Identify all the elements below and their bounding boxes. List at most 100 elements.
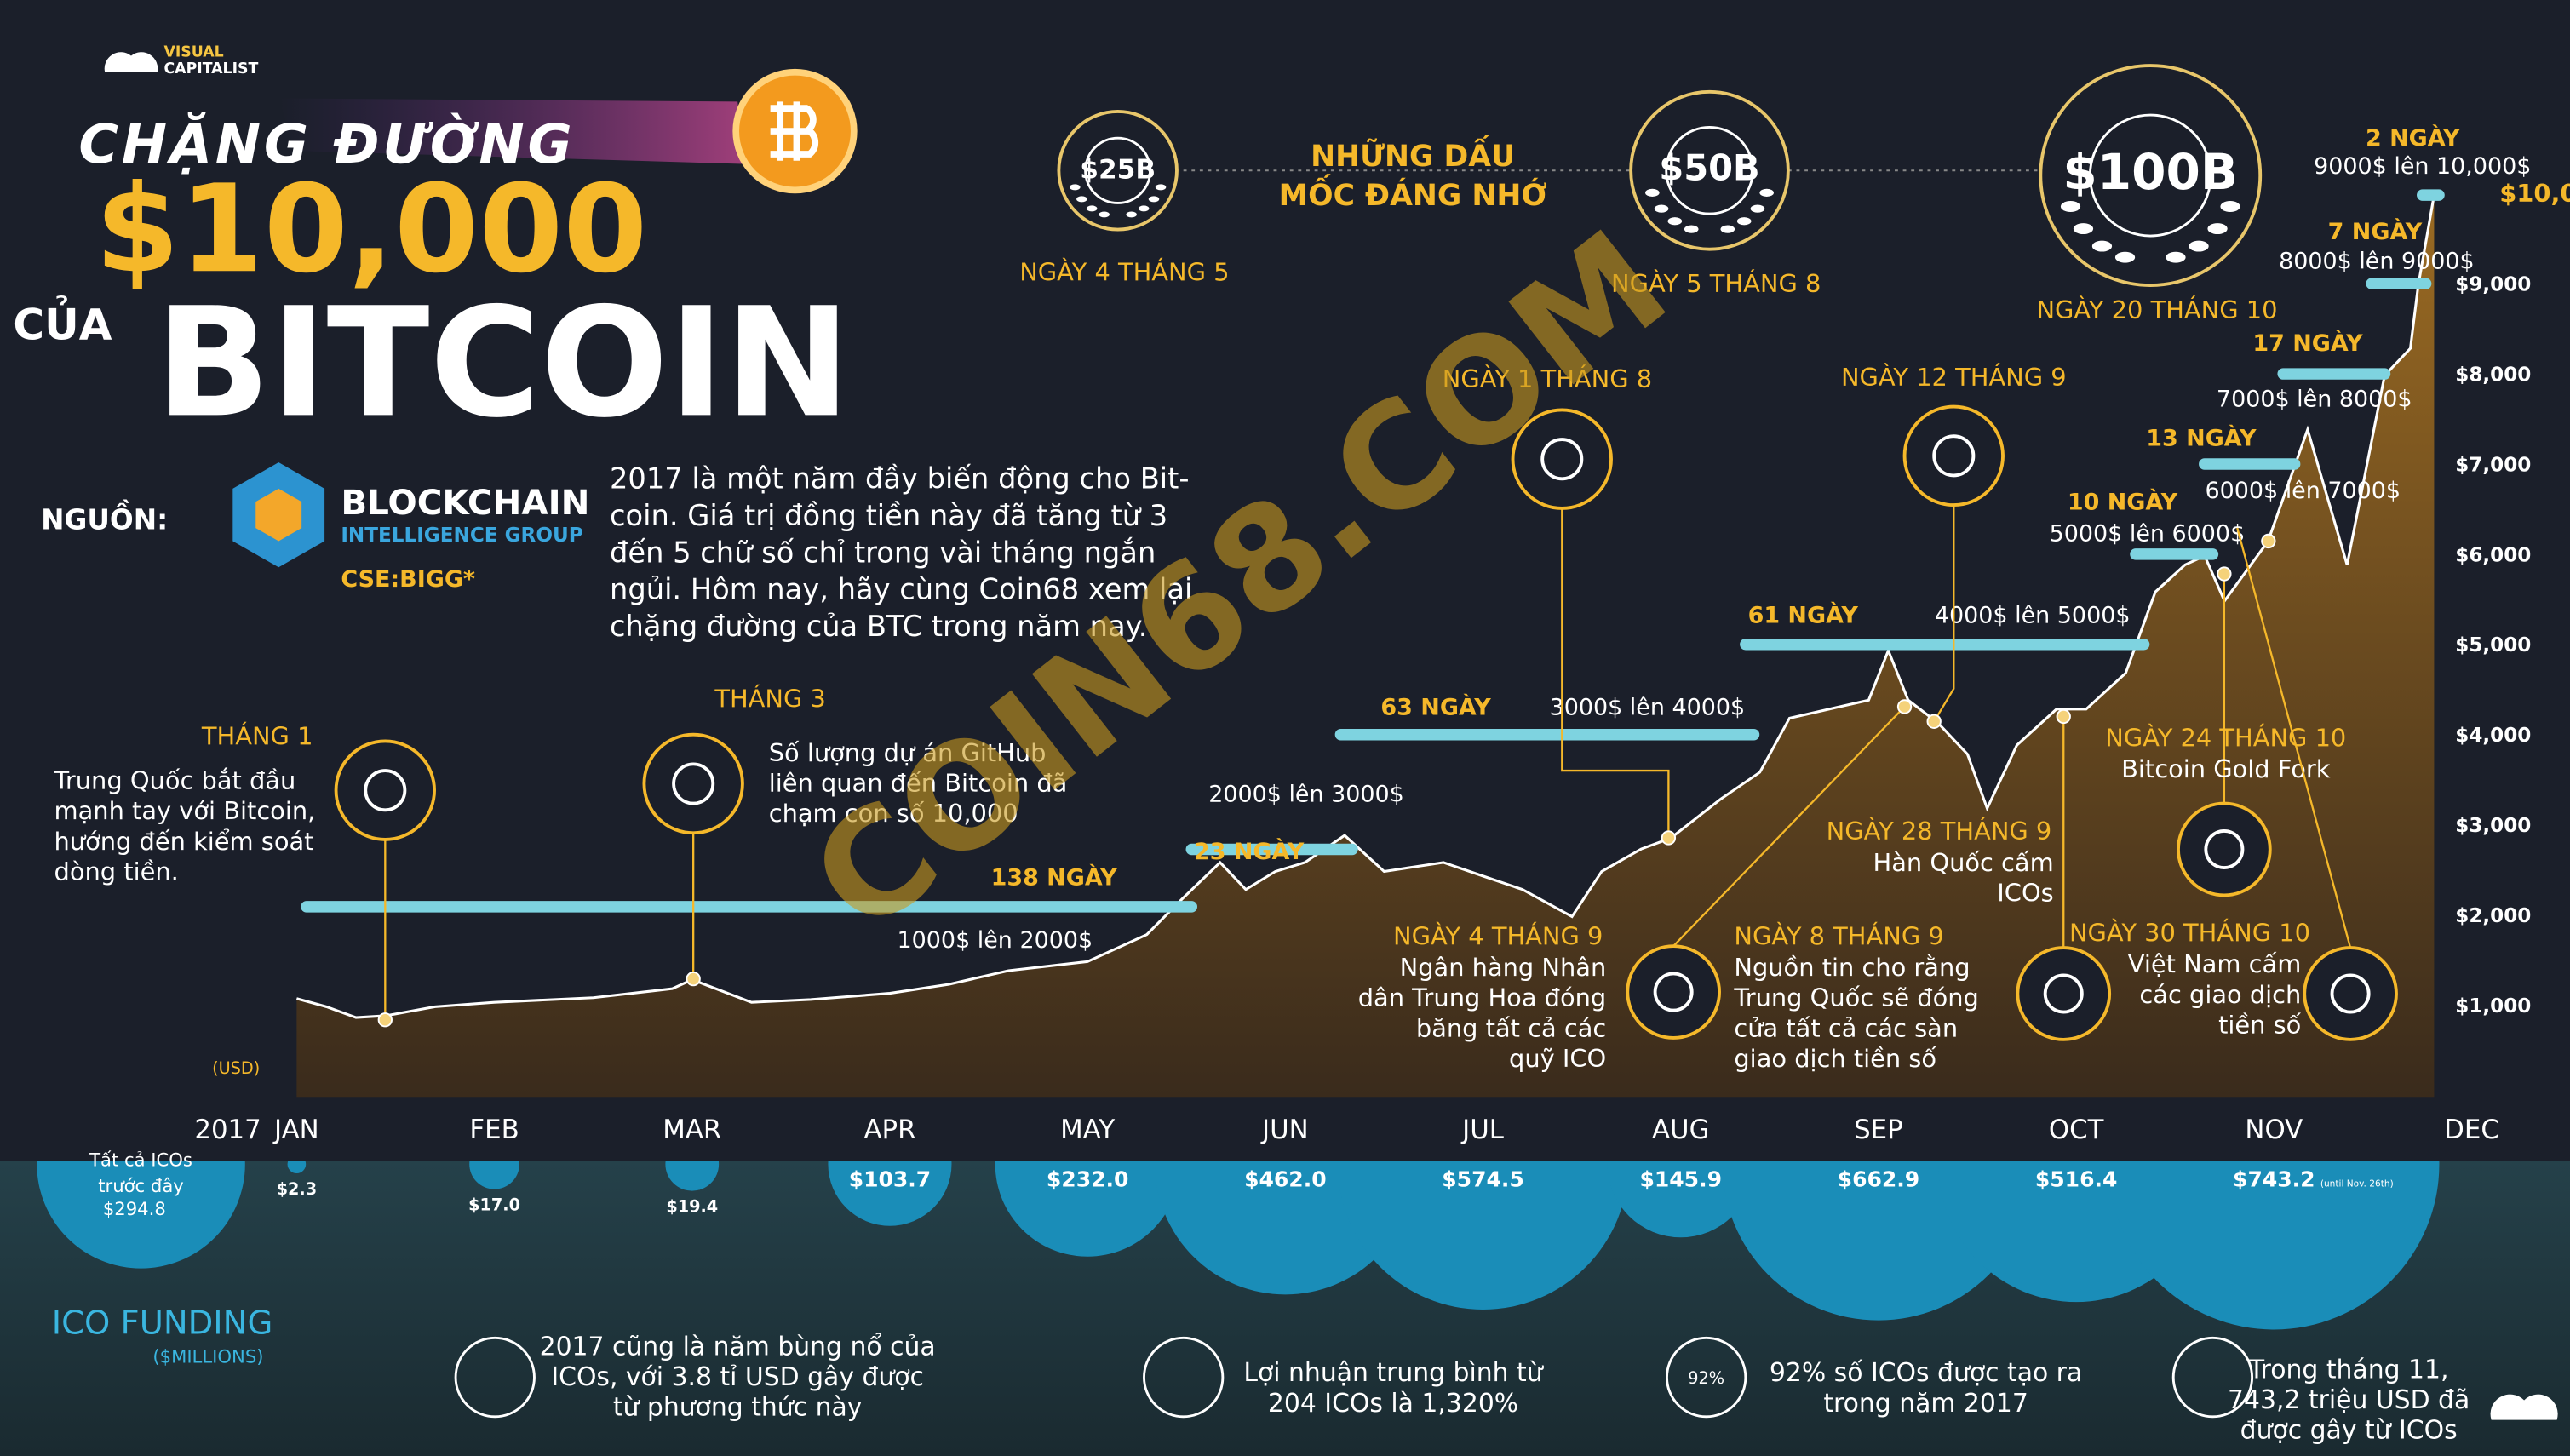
laurel-leaf [1750, 204, 1765, 213]
ico-bubble [1337, 1161, 1629, 1310]
event-icon [642, 732, 744, 835]
event-text: Bitcoin Gold Fork [2121, 754, 2331, 783]
event-connector [1561, 507, 1670, 839]
event-icon-glyph [1653, 972, 1694, 1012]
event-icon-glyph [672, 762, 715, 805]
ico-value-label: $574.5 [1442, 1167, 1524, 1191]
year-label: 2017 [194, 1115, 261, 1145]
fact-text: ICOs, với 3.8 tỉ USD gây được [551, 1362, 924, 1392]
intro-text: 2017 là một năm đầy biến động cho Bit- [610, 462, 1190, 496]
event-icon-glyph [2043, 973, 2084, 1014]
laurel-leaf [2091, 240, 2113, 252]
streak-range: 5000$ lên 6000$ [2050, 520, 2246, 547]
x-tick-label: AUG [1652, 1115, 1709, 1145]
ico-prior-label: Tất cả ICOs [89, 1149, 192, 1170]
laurel-leaf [1667, 217, 1683, 226]
y-tick-label: $2,000 [2455, 905, 2531, 927]
streak-days: 17 NGÀY [2252, 330, 2363, 357]
event-text: Số lượng dự án GitHub [769, 738, 1047, 767]
fact-icon [454, 1336, 536, 1419]
x-tick-label: FEB [469, 1115, 519, 1145]
event-text: Hàn Quốc cấm [1873, 848, 2054, 877]
laurel-leaf [1148, 196, 1160, 203]
event-icon [1626, 944, 1721, 1040]
event-text: quỹ ICO [1509, 1044, 1606, 1073]
y-tick-label: $3,000 [2455, 815, 2531, 837]
event-text: cửa tất cả các sàn [1734, 1013, 1958, 1042]
event-text: hướng đến kiểm soát [54, 827, 314, 856]
event-text: liên quan đến Bitcoin đã [769, 768, 1068, 797]
laurel-leaf [1070, 184, 1081, 191]
ico-bubble [2108, 1161, 2440, 1330]
brand: CAPITALIST [163, 60, 258, 77]
fact-text: Trong tháng 11, [2248, 1355, 2449, 1384]
ico-value-label: $743.2 [2233, 1167, 2315, 1191]
event-icon-glyph [1932, 434, 1976, 478]
fact-icon [2171, 1336, 2254, 1419]
streak-range: 4000$ lên 5000$ [1935, 603, 2131, 629]
laurel-leaf [2207, 223, 2228, 235]
brand-logo [104, 52, 158, 72]
event-icon [2016, 946, 2112, 1041]
title: CỦA [13, 295, 112, 350]
streak-days: 7 NGÀY [2328, 218, 2423, 245]
event-icon-glyph [2204, 829, 2245, 869]
laurel-leaf [2220, 201, 2240, 212]
event-text: các giao dịch [2139, 980, 2301, 1009]
event-text: Trung Quốc sẽ đóng [1733, 983, 1979, 1012]
streak-range: 7000$ lên 8000$ [2217, 386, 2412, 412]
event-icon [2177, 801, 2272, 897]
event-text: Nguồn tin cho rằng [1734, 953, 1970, 982]
fact-text: trong năm 2017 [1823, 1389, 2028, 1419]
event-text: tiền số [2218, 1010, 2302, 1039]
event-dot [2217, 566, 2232, 582]
event-text: dòng tiền. [54, 857, 179, 886]
milestone-ring [2039, 64, 2263, 287]
milestone-ring [1629, 89, 1790, 251]
streak-days: 138 NGÀY [991, 864, 1117, 891]
y-tick-label: $8,000 [2455, 364, 2531, 386]
brand-logo [2490, 1394, 2558, 1420]
unit-label: (USD) [212, 1058, 260, 1078]
event-dot [686, 971, 701, 987]
fact-badge: 92% [1688, 1368, 1724, 1388]
event-text: Ngân hàng Nhân [1400, 953, 1607, 982]
y-tick-label: $7,000 [2455, 454, 2531, 476]
ico-bubble [995, 1161, 1180, 1257]
event-text: Trung Quốc bắt đầu [54, 766, 296, 795]
fact-text: 204 ICOs là 1,320% [1268, 1389, 1518, 1419]
laurel-leaf [2060, 201, 2081, 212]
x-tick-label: OCT [2049, 1115, 2104, 1145]
milestone-date: NGÀY 20 THÁNG 10 [2036, 295, 2277, 324]
laurel-leaf [1086, 205, 1098, 212]
milestones-title: MỐC ĐÁNG NHỚ [1279, 173, 1547, 213]
bitcoin-glyph [770, 101, 819, 161]
x-tick-label: APR [863, 1115, 915, 1145]
streak-days: 2 NGÀY [2366, 124, 2460, 152]
ico-bubble [1607, 1161, 1754, 1238]
ico-value-label: $145.9 [1639, 1167, 1722, 1191]
fact-text: từ phương thức này [613, 1393, 863, 1423]
fact-text: được gây từ ICOs [2240, 1416, 2458, 1446]
title: BITCOIN [156, 275, 851, 450]
x-tick-label: MAY [1060, 1115, 1115, 1145]
laurel-leaf [1155, 184, 1167, 191]
streak-days: 10 NGÀY [2068, 489, 2178, 516]
streak-range: 9000$ lên 10,000$ [2314, 153, 2531, 180]
event-text: băng tất cả các [1416, 1013, 1606, 1042]
milestone-date: NGÀY 4 THÁNG 5 [1019, 258, 1229, 287]
milestone-badge-label: $25B [1080, 154, 1156, 185]
ico-value-label: $462.0 [1244, 1167, 1327, 1191]
fact-text: 92% số ICOs được tạo ra [1770, 1358, 2082, 1388]
event-dot [1926, 714, 1942, 729]
ico-bubbles [37, 1161, 2440, 1330]
event-date: THÁNG 1 [201, 722, 313, 751]
milestone-badge-label: $100B [2062, 143, 2238, 201]
source-logo-core [255, 488, 302, 542]
laurel-leaf [1736, 217, 1752, 226]
streak-days: 13 NGÀY [2146, 425, 2257, 452]
event-date: NGÀY 24 THÁNG 10 [2105, 723, 2346, 752]
laurel-leaf [2166, 251, 2186, 263]
